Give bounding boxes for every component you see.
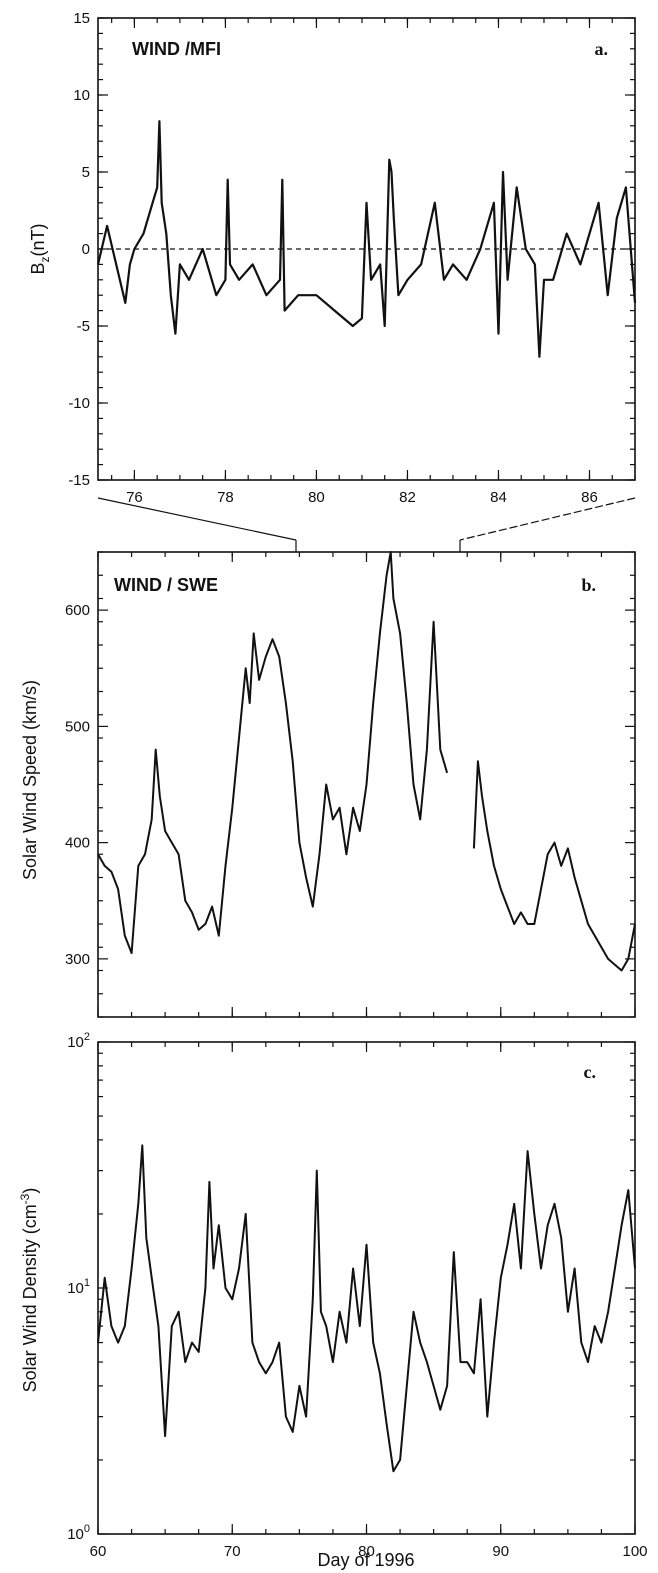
y-tick-label: 600: [65, 602, 90, 619]
y-tick-label: 15: [73, 10, 90, 27]
panel-a-ylabel-base: B: [28, 262, 48, 274]
y-tick-label: -5: [77, 318, 90, 335]
y-tick-label: 5: [82, 164, 90, 181]
y-tick-label: 300: [65, 951, 90, 968]
y-tick-label: -10: [68, 395, 90, 412]
y-tick-label: 101: [67, 1277, 90, 1297]
panel-b-y-axis-label: Solar Wind Speed (km/s): [20, 680, 40, 880]
panel-c-frame: [97, 1041, 636, 1535]
panel-a-y-tick-labels: -15 -10 -5 0 5 10 15: [68, 10, 90, 489]
x-tick-label: 60: [90, 1543, 107, 1560]
panel-c-ticks: [97, 1041, 636, 1535]
panel-b-series-line: [97, 551, 636, 972]
y-tick-label: 10: [73, 87, 90, 104]
panel-a-y-axis-label: Bz(nT): [28, 223, 52, 274]
y-tick-label: -15: [68, 472, 90, 489]
x-tick-label: 86: [581, 489, 598, 506]
panel-a-ylabel-sub: z: [38, 256, 52, 262]
y-tick-label: 0: [82, 241, 90, 258]
x-tick-label: 76: [126, 489, 143, 506]
y-tick-label: 102: [67, 1031, 90, 1051]
y-tick-label: 400: [65, 835, 90, 852]
panel-a-letter: a.: [595, 39, 609, 59]
panel-c-ylabel-sup: -3: [18, 1193, 32, 1204]
x-tick-label: 70: [224, 1543, 241, 1560]
panel-c-x-axis-label: Day of 1996: [317, 1550, 414, 1570]
panel-a-x-tick-labels: 76 78 80 82 84 86: [126, 489, 598, 506]
y-tick-label: 500: [65, 718, 90, 735]
y-tick-label-base: 10: [67, 1034, 84, 1051]
x-tick-label: 100: [622, 1543, 647, 1560]
x-tick-label: 84: [490, 489, 507, 506]
panel-b: 300 400 500 600 WIND / SWE b. Solar Wind Sp…: [20, 551, 636, 1018]
panel-b-ticks: [97, 551, 636, 1018]
zoom-connector-left: [97, 497, 297, 541]
x-tick-label: 78: [217, 489, 234, 506]
x-tick-label: 80: [308, 489, 325, 506]
panel-b-title: WIND / SWE: [114, 575, 218, 595]
panel-a-ylabel-unit: (nT): [28, 223, 48, 256]
y-tick-label-exp: 1: [84, 1277, 90, 1289]
x-tick-label: 80: [358, 1543, 375, 1560]
panel-a-frame: [97, 17, 636, 481]
panel-c-letter: c.: [584, 1062, 597, 1082]
panel-c-y-axis-label: Solar Wind Density (cm-3): [18, 1188, 40, 1393]
x-tick-label: 82: [399, 489, 416, 506]
y-tick-label-base: 10: [67, 1280, 84, 1297]
panel-c-x-tick-labels: 60 70 80 90 100: [90, 1543, 648, 1560]
x-tick-label: 90: [492, 1543, 509, 1560]
zoom-connector-right: [459, 497, 636, 541]
y-tick-label-base: 10: [67, 1526, 84, 1543]
y-tick-label: 100: [67, 1523, 90, 1543]
zoom-connector: [97, 497, 636, 552]
y-tick-label-exp: 2: [84, 1031, 90, 1043]
y-tick-label-exp: 0: [84, 1523, 90, 1535]
panel-c-series-line: [97, 1144, 636, 1473]
panel-a-title: WIND /MFI: [132, 39, 221, 59]
panel-b-letter: b.: [581, 575, 596, 595]
panel-c-ylabel-base: Solar Wind Density (cm: [20, 1204, 40, 1392]
panel-a: -15 -10 -5 0 5 10 15 76 78 80 82 84 86 WIND /MFI a.…: [28, 10, 637, 506]
panel-b-y-tick-labels: 300 400 500 600: [65, 602, 90, 968]
panel-a-ticks: [98, 17, 636, 481]
panel-c-ylabel-close: ): [20, 1188, 40, 1194]
panel-a-series-line: [96, 120, 637, 358]
